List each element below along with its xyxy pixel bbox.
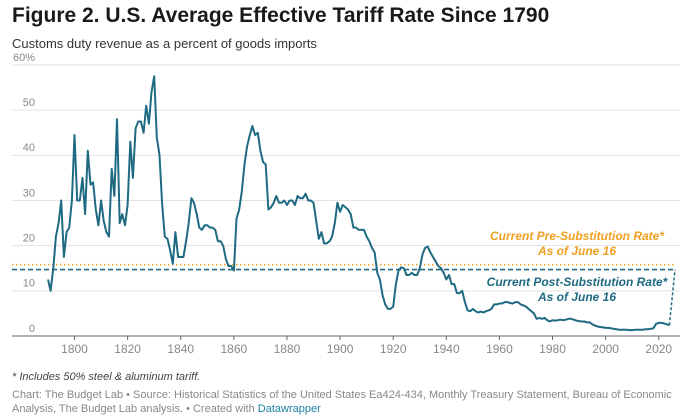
chart: 0 10 20 30 40 60% 50 1800 1820 1840 1860 1880 1900 19… (12, 52, 680, 356)
x-tick-label: 1820 (114, 342, 141, 356)
x-tick-label: 2000 (592, 342, 619, 356)
reference-label: Current Post-Substitution Rate* (487, 275, 669, 289)
x-tick-label: 1940 (433, 342, 460, 356)
reference-sublabel: As of June 16 (537, 290, 616, 304)
x-tick-label: 2020 (645, 342, 672, 356)
x-tick-label: 1900 (327, 342, 354, 356)
x-tick-label: 1840 (167, 342, 194, 356)
x-tick-label: 1980 (539, 342, 566, 356)
source-text: Chart: The Budget Lab • Source: Historic… (12, 389, 672, 415)
y-tick-label: 0 (29, 323, 35, 335)
x-tick-label: 1860 (221, 342, 248, 356)
footnote: * Includes 50% steel & aluminum tariff. (12, 371, 201, 383)
x-tick-label: 1880 (274, 342, 301, 356)
data-line (47, 75, 670, 332)
chart-title: Figure 2. U.S. Average Effective Tariff … (12, 4, 550, 27)
chart-subtitle: Customs duty revenue as a percent of goo… (12, 36, 317, 51)
x-tick-label: 1960 (486, 342, 513, 356)
y-tick-label: 40 (23, 142, 35, 154)
source: Chart: The Budget Lab • Source: Historic… (12, 388, 692, 416)
connector (668, 269, 676, 326)
y-tick-label: 30 (23, 187, 35, 199)
reference-label: Current Pre-Substitution Rate* (490, 229, 665, 243)
reference-sublabel: As of June 16 (537, 244, 616, 258)
y-tick-label: 60% (13, 52, 35, 64)
x-tick-label: 1920 (380, 342, 407, 356)
y-tick-label: 10 (23, 278, 35, 290)
source-link[interactable]: Datawrapper (257, 403, 321, 415)
x-tick-label: 1800 (61, 342, 88, 356)
y-tick-label: 20 (23, 233, 35, 245)
y-tick-label: 50 (23, 97, 35, 109)
